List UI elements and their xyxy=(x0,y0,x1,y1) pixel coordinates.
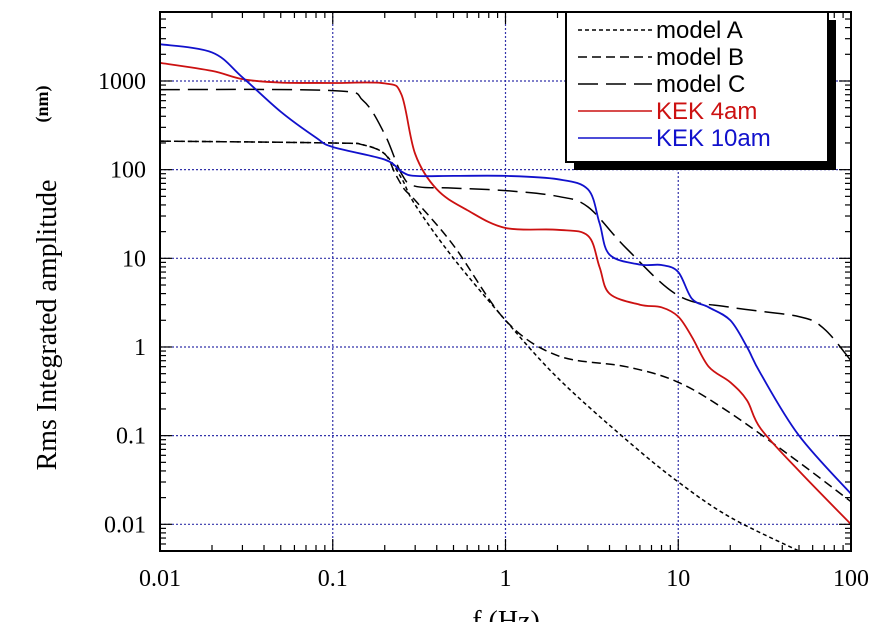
tick-labels: 0.01 0.1 1 10 100 0.01 0.1 1 10 100 1000 xyxy=(98,69,869,592)
series-line-model-b xyxy=(160,140,851,503)
legend-label: KEK 10am xyxy=(656,125,771,152)
x-tick-label: 0.01 xyxy=(139,566,181,592)
legend-label: model B xyxy=(656,44,744,71)
x-tick-label: 10 xyxy=(666,566,690,592)
y-tick-label: 100 xyxy=(110,158,146,184)
y-axis-unit: (nm) xyxy=(32,86,53,123)
x-axis-title: f (Hz) xyxy=(472,606,540,622)
legend-label: KEK 4am xyxy=(656,98,757,125)
series-line-kek-4am xyxy=(160,62,851,525)
y-tick-label: 0.1 xyxy=(116,424,146,450)
x-tick-label: 1 xyxy=(500,566,512,592)
legend-box xyxy=(565,11,829,163)
y-tick-label: 1000 xyxy=(98,69,146,95)
y-axis-title: Rms Integrated amplitude xyxy=(32,180,63,471)
x-tick-label: 100 xyxy=(833,566,869,592)
series-lines xyxy=(160,43,851,551)
y-tick-label: 10 xyxy=(122,246,146,272)
legend-label: model A xyxy=(656,17,743,44)
series-line-kek-10am xyxy=(160,43,851,495)
y-tick-label: 0.01 xyxy=(104,512,146,538)
series-line-model-c xyxy=(160,88,851,362)
y-tick-label: 1 xyxy=(134,335,146,361)
x-tick-label: 0.1 xyxy=(318,566,348,592)
legend-label: model C xyxy=(656,71,745,98)
